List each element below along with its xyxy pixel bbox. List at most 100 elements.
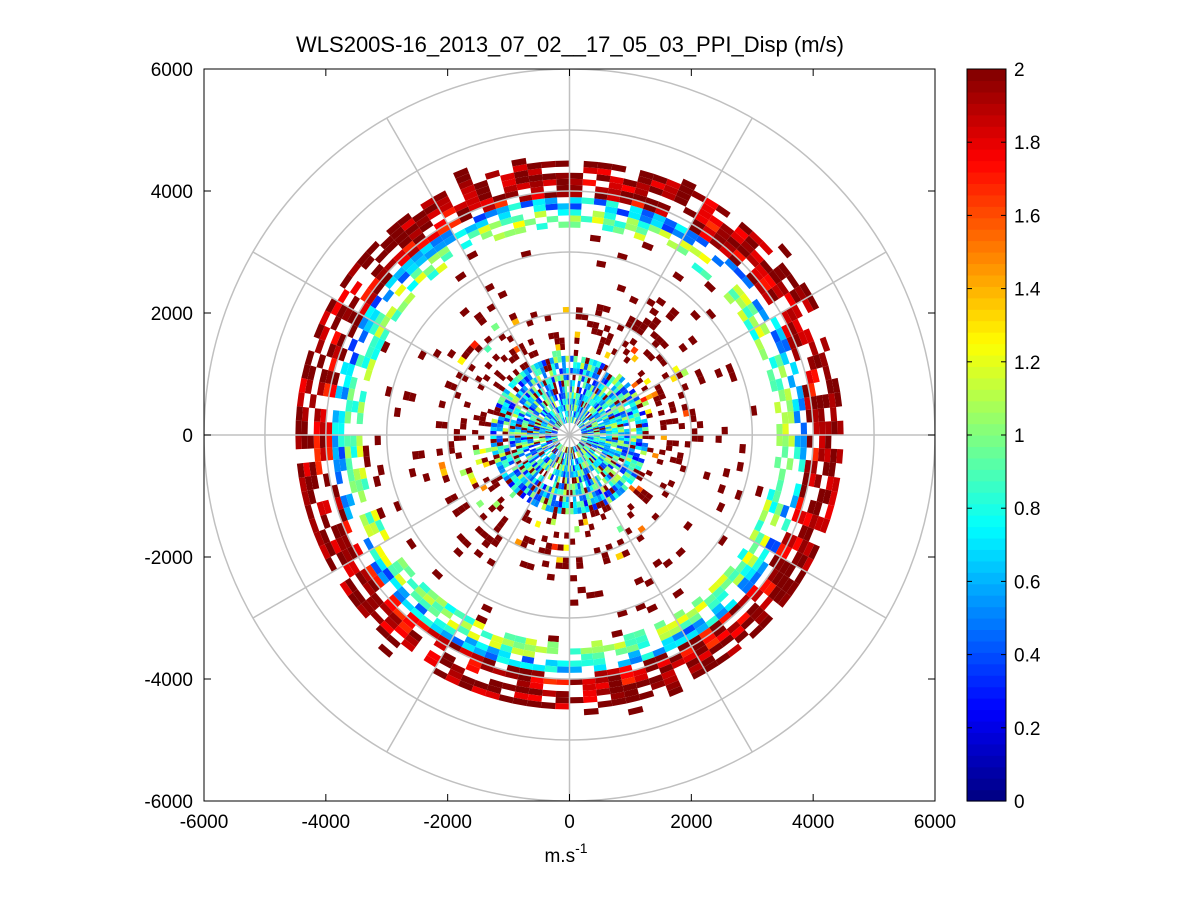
data-cell [394, 625, 409, 639]
data-cell [320, 408, 328, 423]
data-cell [379, 529, 391, 542]
data-cell [519, 410, 527, 416]
data-cell [354, 479, 364, 492]
data-cell [436, 634, 451, 647]
data-cell [555, 422, 561, 427]
data-cell [564, 532, 570, 539]
data-cell [530, 460, 537, 466]
data-cell [539, 437, 546, 440]
data-cell [388, 611, 403, 626]
data-cell [488, 220, 502, 230]
data-cell [454, 271, 467, 283]
data-cell [628, 484, 636, 493]
data-cell [337, 347, 348, 362]
data-cell [508, 202, 522, 212]
data-cell [596, 397, 603, 404]
data-cell [586, 364, 593, 372]
data-cell [805, 409, 813, 423]
colorbar-swatch [967, 114, 1006, 127]
data-cell [569, 575, 578, 582]
data-cell [586, 479, 592, 487]
data-cell [456, 206, 471, 218]
data-cell [599, 500, 606, 508]
data-cell [824, 504, 835, 520]
data-cell [511, 214, 524, 223]
data-cell [641, 241, 654, 252]
data-cell [561, 501, 566, 509]
data-cell [577, 457, 581, 465]
data-cell [571, 465, 574, 472]
data-cell [497, 464, 505, 472]
data-cell [573, 411, 576, 418]
data-cell [780, 338, 792, 352]
data-cell [702, 632, 717, 645]
data-cell [692, 617, 706, 630]
data-cell [492, 193, 507, 203]
data-cell [352, 543, 364, 557]
data-cell [380, 340, 391, 354]
data-cell [579, 494, 584, 502]
data-cell [569, 209, 582, 216]
data-cell [746, 584, 759, 599]
data-cell [459, 435, 467, 441]
data-cell [582, 689, 597, 697]
data-cell [583, 487, 589, 494]
data-cell [346, 388, 355, 401]
data-cell [569, 599, 579, 606]
data-cell [343, 375, 352, 389]
data-cell [553, 356, 559, 364]
data-cell [477, 224, 491, 235]
data-cell [691, 596, 704, 608]
data-cell [678, 342, 688, 353]
data-cell [557, 420, 562, 426]
data-cell [540, 160, 556, 169]
data-cell [585, 452, 592, 458]
data-cell [703, 593, 717, 606]
data-cell [621, 676, 636, 686]
data-cell [629, 337, 638, 347]
data-cell [370, 610, 385, 625]
data-cell [591, 443, 598, 448]
data-cell [656, 387, 665, 396]
colorbar-tick-label: 1.6 [1014, 206, 1040, 227]
data-cell [588, 406, 594, 413]
data-cell [340, 361, 350, 376]
data-cell [725, 363, 735, 374]
data-cell [374, 312, 386, 326]
data-cell [786, 399, 794, 413]
data-cell [596, 406, 603, 412]
data-cell [516, 462, 524, 469]
data-cell [512, 353, 520, 361]
data-cell [593, 440, 600, 443]
data-cell [576, 562, 584, 570]
data-cell [602, 305, 611, 314]
data-cell [556, 476, 561, 483]
colorbar-tick-label: 0.4 [1014, 646, 1041, 667]
data-cell [435, 596, 448, 608]
data-cell [332, 410, 340, 423]
data-cell [775, 378, 785, 391]
data-cell [635, 377, 644, 385]
data-cell [575, 411, 579, 418]
data-cell [494, 199, 509, 209]
data-cell [685, 629, 699, 642]
data-cell [494, 457, 502, 464]
data-cell [575, 313, 583, 320]
data-cell [643, 377, 652, 386]
data-cell [558, 405, 562, 413]
colorbar-swatch [967, 663, 1006, 676]
data-cell [419, 242, 434, 255]
data-cell [540, 401, 547, 408]
colorbar-swatch [967, 80, 1006, 93]
colorbar-tick-label: 1.8 [1014, 133, 1040, 154]
data-cell [537, 360, 544, 369]
data-cell [561, 477, 566, 484]
data-cell [532, 349, 539, 357]
data-cell [564, 417, 567, 424]
data-cell [533, 400, 540, 407]
data-cell [649, 307, 660, 317]
data-cell [722, 467, 731, 478]
data-cell [536, 494, 543, 502]
data-cell [601, 505, 609, 514]
data-cell [594, 309, 603, 318]
